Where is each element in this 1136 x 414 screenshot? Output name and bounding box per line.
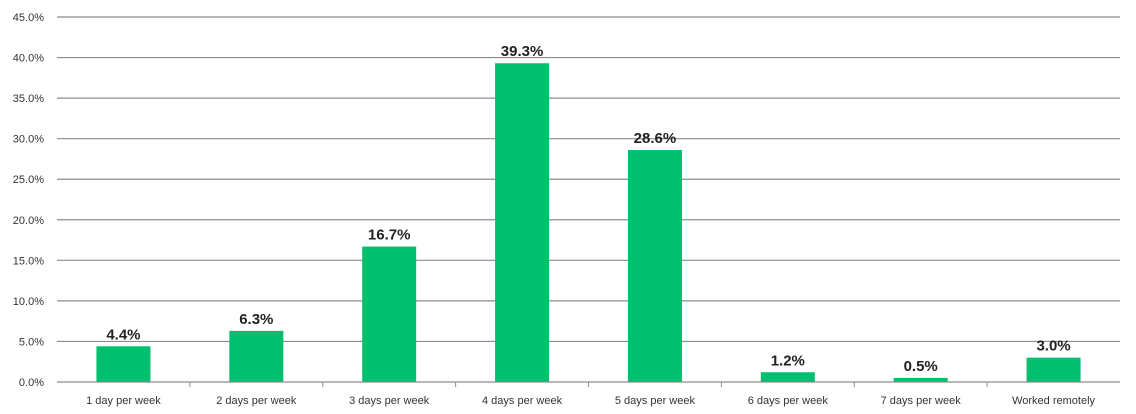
gridlines — [57, 16, 1120, 343]
x-category-label: 6 days per week — [748, 395, 829, 407]
bars — [96, 63, 1081, 382]
y-tick-label: 0.0% — [19, 377, 44, 389]
x-category-label: Worked remotely — [1012, 395, 1095, 407]
x-axis-categories: 1 day per week 2 days per week 3 days per … — [86, 382, 1096, 407]
data-labels: 4.4% 6.3% 16.7% 39.3% 28.6% 1.2% 0.5% 3.0% — [106, 43, 1070, 375]
x-category-label: 2 days per week — [216, 395, 297, 407]
x-category-label: 4 days per week — [482, 395, 563, 407]
y-tick-label: 20.0% — [13, 215, 44, 227]
bar — [893, 377, 948, 382]
data-label: 6.3% — [239, 311, 273, 328]
bar — [362, 246, 417, 382]
y-tick-label: 10.0% — [13, 296, 44, 308]
y-tick-label: 30.0% — [13, 134, 44, 146]
data-label: 4.4% — [106, 326, 140, 343]
bar — [1026, 357, 1081, 382]
bar — [627, 150, 682, 382]
data-label: 28.6% — [634, 130, 677, 147]
y-tick-label: 15.0% — [13, 255, 44, 267]
bar — [760, 372, 815, 382]
y-tick-label: 40.0% — [13, 53, 44, 65]
x-category-label: 1 day per week — [86, 395, 161, 407]
data-label: 39.3% — [501, 43, 544, 60]
data-label: 3.0% — [1036, 338, 1070, 355]
x-category-label: 3 days per week — [349, 395, 430, 407]
y-axis-ticks: 0.0% 5.0% 10.0% 15.0% 20.0% 25.0% 30.0% 35.0% 40… — [13, 12, 44, 389]
x-category-label: 7 days per week — [881, 395, 962, 407]
y-tick-label: 45.0% — [13, 12, 44, 24]
y-tick-label: 35.0% — [13, 93, 44, 105]
data-label: 0.5% — [904, 358, 938, 375]
y-tick-label: 25.0% — [13, 174, 44, 186]
bar — [96, 346, 151, 382]
y-tick-label: 5.0% — [19, 336, 44, 348]
data-label: 1.2% — [771, 352, 805, 369]
bar — [229, 330, 284, 382]
bar — [495, 63, 550, 382]
data-label: 16.7% — [368, 227, 411, 244]
x-category-label: 5 days per week — [615, 395, 696, 407]
